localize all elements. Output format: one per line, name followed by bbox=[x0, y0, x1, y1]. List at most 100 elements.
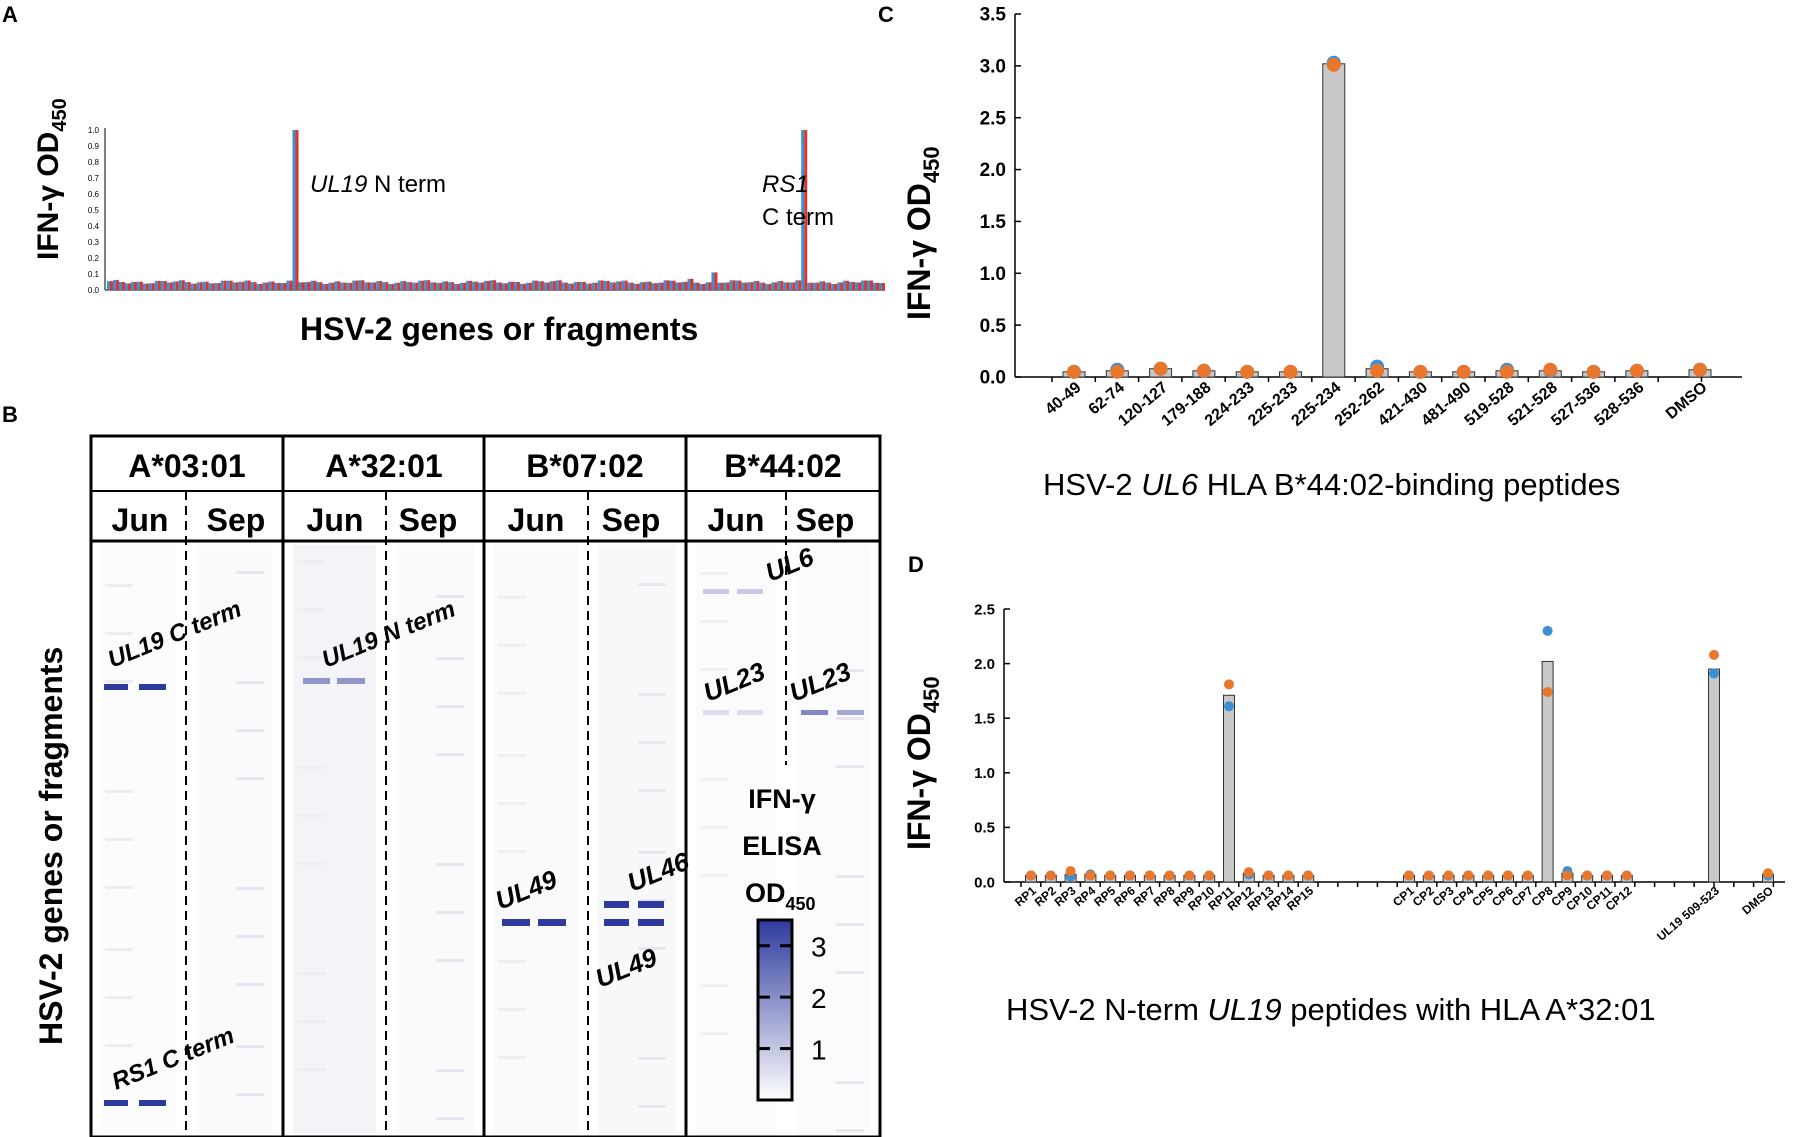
heat-background-column bbox=[293, 545, 376, 1133]
dot-rep2-RP5 bbox=[1105, 870, 1116, 881]
dot-rep2-RP12 bbox=[1243, 867, 1254, 878]
dot-rep2-527-536 bbox=[1586, 364, 1601, 379]
panel-a-bar-rep1 bbox=[807, 282, 811, 290]
panel-a-bar-rep2 bbox=[115, 280, 119, 290]
panel-a-bar-rep1 bbox=[436, 282, 440, 290]
panel-a-bar-rep2 bbox=[355, 280, 359, 290]
dot-rep2-40-49 bbox=[1067, 364, 1081, 379]
panel-a-bar-rep1 bbox=[382, 282, 386, 290]
dot-rep2-521-528 bbox=[1543, 362, 1558, 377]
panel-a-bar-rep1 bbox=[855, 282, 859, 290]
panel-a-bar-rep2 bbox=[349, 282, 353, 290]
hit-ul23-sep-a bbox=[801, 710, 828, 715]
x-tick-label-UL19 509-523: UL19 509-523 bbox=[1654, 883, 1722, 943]
panel-a-bar-rep1 bbox=[831, 284, 835, 290]
heat-background-column bbox=[796, 545, 870, 1133]
panel-a-bar-rep1 bbox=[783, 282, 787, 290]
panel-a-bar-rep1 bbox=[172, 281, 176, 290]
heat-background-faint-cell bbox=[638, 1057, 666, 1060]
panel-a-bar-rep1 bbox=[346, 282, 350, 290]
panel-b-group-separators bbox=[281, 436, 688, 1137]
panel-a-bar-rep2 bbox=[762, 282, 766, 290]
legend-tick-label: 2 bbox=[811, 983, 827, 1014]
panel-c-letter: C bbox=[878, 2, 894, 27]
dot-rep2-CP7 bbox=[1522, 870, 1533, 881]
heat-background-faint-cell bbox=[836, 717, 864, 720]
allele-header-a3201: A*32:01 bbox=[325, 448, 442, 484]
heat-background-faint-cell bbox=[236, 729, 264, 732]
heat-background-faint-cell bbox=[105, 996, 133, 999]
heat-background-faint-cell bbox=[638, 741, 666, 744]
panel-d-ylabel: IFN-γ OD450 bbox=[901, 676, 944, 850]
panel-a-bar-rep1 bbox=[328, 282, 332, 290]
panel-a-bar-rep1 bbox=[867, 280, 871, 290]
panel-a-bar-rep1 bbox=[801, 130, 805, 290]
panel-a-bar-rep2 bbox=[576, 281, 580, 290]
panel-d-plot: 0.00.51.01.52.02.5RP1RP2RP3RP4RP5RP6RP7R… bbox=[974, 601, 1785, 944]
panel-a-bar-rep1 bbox=[226, 280, 230, 290]
heat-background-faint-cell bbox=[700, 778, 728, 781]
panel-a-bar-rep1 bbox=[771, 282, 775, 290]
panel-a-bar-rep1 bbox=[316, 282, 320, 290]
dot-rep2-UL19 509-523 bbox=[1709, 649, 1719, 660]
heat-background-faint-cell bbox=[498, 596, 526, 599]
y-tick-label: 0.5 bbox=[980, 316, 1007, 337]
panel-a-bar-rep1 bbox=[220, 280, 224, 290]
panel-a-letter: A bbox=[2, 2, 18, 27]
panel-a-bar-rep2 bbox=[876, 282, 880, 290]
month-sep-a3201: Sep bbox=[399, 502, 458, 538]
y-tick-label: 3.0 bbox=[980, 57, 1006, 78]
panel-a-bar-rep2 bbox=[199, 282, 203, 290]
panel-a-bar-rep2 bbox=[516, 282, 520, 290]
panel-a-bar-rep2 bbox=[810, 282, 814, 290]
dot-rep2-CP5 bbox=[1483, 870, 1494, 881]
panel-a-bar-rep2 bbox=[864, 280, 868, 290]
panel-a-bar-rep2 bbox=[588, 283, 592, 290]
y-tick-label: 0.5 bbox=[974, 820, 995, 837]
panel-a-bar-rep1 bbox=[819, 281, 823, 290]
heat-background-faint-cell bbox=[498, 754, 526, 757]
panel-a-bar-rep2 bbox=[636, 283, 640, 290]
panel-a-bar-rep2 bbox=[648, 281, 652, 290]
panel-a: A IFN-γ OD450 0.00.10.20.30.40.50.60.70.… bbox=[2, 2, 885, 347]
panel-c: C IFN-γ OD450 0.0 0.5 1.0 1.5 2.0 2.5 3.0 3.5 40… bbox=[878, 2, 1742, 502]
panel-a-bar-rep1 bbox=[448, 282, 452, 290]
panel-a-bar-rep1 bbox=[496, 282, 499, 290]
panel-a-bar-rep2 bbox=[528, 282, 532, 290]
panel-a-bar-rep1 bbox=[723, 282, 727, 290]
panel-a-bar-rep1 bbox=[639, 282, 643, 290]
dot-rep2-RP15 bbox=[1303, 870, 1314, 881]
heat-background-faint-cell bbox=[297, 1068, 325, 1071]
dot-rep2-120-127 bbox=[1153, 361, 1168, 376]
panel-a-bar-rep2 bbox=[522, 283, 526, 290]
panel-a-bar-rep2 bbox=[301, 282, 305, 290]
y-tick-label: 2.0 bbox=[974, 656, 995, 673]
panel-a-bar-rep2 bbox=[373, 282, 377, 290]
panel-a-bar-rep2 bbox=[163, 280, 167, 290]
heat-background-faint-cell bbox=[297, 814, 325, 817]
heat-background-faint-cell bbox=[436, 595, 464, 598]
heat-background-faint-cell bbox=[236, 935, 264, 938]
panel-a-bar-rep1 bbox=[717, 282, 721, 290]
panel-a-bar-rep1 bbox=[370, 282, 374, 290]
panel-a-bar-rep2 bbox=[564, 282, 568, 290]
heat-background-faint-cell bbox=[105, 680, 133, 683]
heat-background-faint-cell bbox=[236, 1093, 264, 1096]
panel-a-bar-rep1 bbox=[543, 282, 547, 290]
panel-a-bar-rep2 bbox=[307, 282, 311, 290]
panel-a-bar-rep2 bbox=[852, 281, 856, 290]
allele-header-b0702: B*07:02 bbox=[526, 448, 643, 484]
hit-ul49-jun-b bbox=[538, 919, 566, 926]
hit-ul23-sep-b bbox=[837, 710, 864, 715]
dot-rep1-CP8 bbox=[1542, 625, 1553, 636]
heat-background-faint-cell bbox=[700, 1032, 728, 1035]
panel-a-bar-rep2 bbox=[624, 280, 628, 290]
heat-background-column bbox=[494, 545, 578, 1133]
panel-a-bar-rep1 bbox=[418, 280, 422, 290]
hit-ul46-sep-b bbox=[638, 901, 664, 908]
panel-a-ytick-label: 0.4 bbox=[88, 222, 100, 231]
panel-a-bar-rep2 bbox=[469, 280, 473, 290]
panel-a-bar-rep1 bbox=[711, 272, 715, 290]
panel-a-bar-rep1 bbox=[478, 282, 482, 290]
panel-a-bar-rep1 bbox=[166, 282, 170, 290]
